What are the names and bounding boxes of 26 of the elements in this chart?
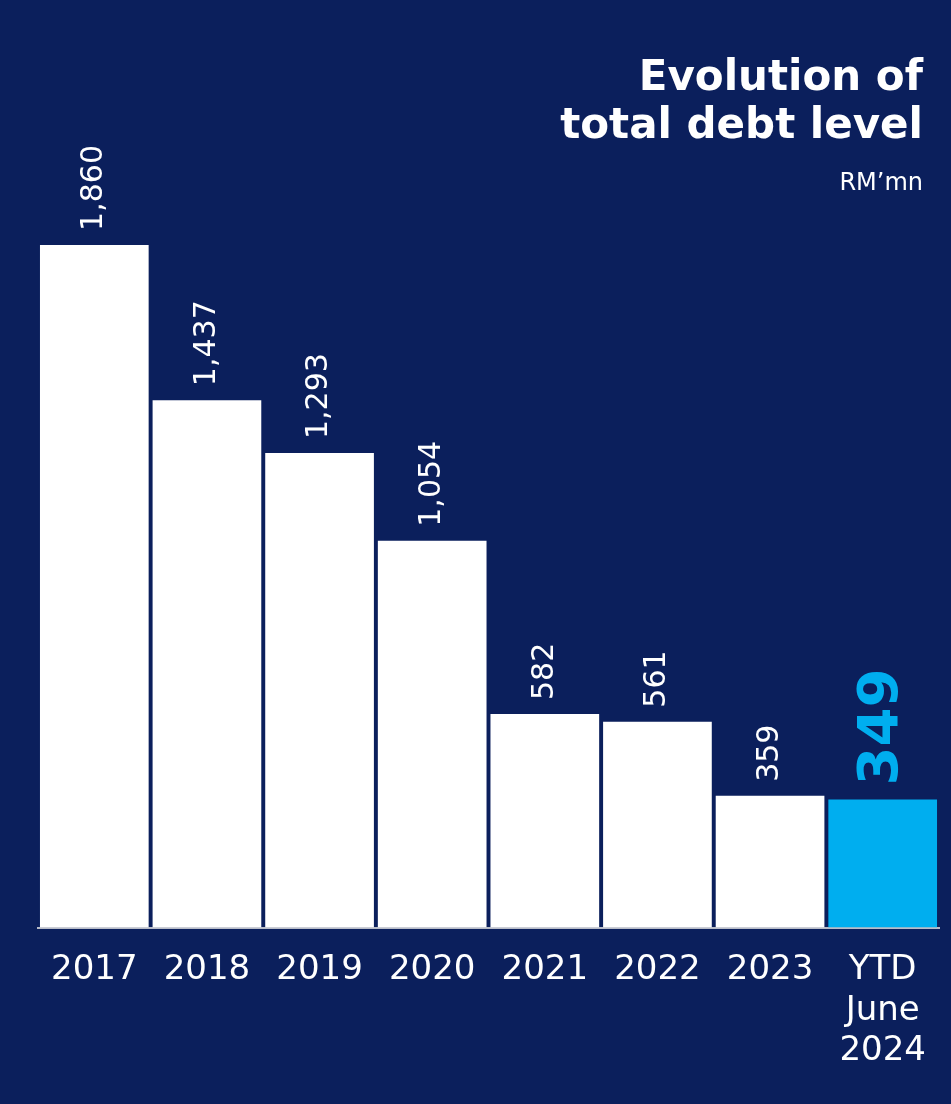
x-tick-label: 2018 bbox=[163, 946, 251, 987]
bar bbox=[265, 453, 374, 928]
x-tick-label: YTD June 2024 bbox=[839, 946, 926, 1069]
x-tick-label: 2017 bbox=[51, 946, 138, 987]
data-label: 1,860 bbox=[74, 145, 110, 231]
data-label: 561 bbox=[637, 650, 673, 708]
bar bbox=[603, 721, 712, 928]
data-label: 1,054 bbox=[411, 440, 447, 527]
bar bbox=[377, 540, 487, 928]
x-tick-label: 2022 bbox=[614, 946, 701, 987]
data-label: 582 bbox=[524, 642, 560, 700]
data-label: 349 bbox=[845, 668, 911, 786]
chart-subtitle: RM’mn bbox=[839, 168, 923, 196]
x-tick-label: 2021 bbox=[501, 946, 589, 987]
data-label: 359 bbox=[749, 724, 785, 782]
chart-title: Evolution of total debt level bbox=[559, 51, 923, 149]
bar bbox=[490, 713, 600, 928]
bar bbox=[715, 795, 825, 928]
data-label: 1,293 bbox=[299, 353, 335, 440]
data-label: 1,437 bbox=[186, 300, 222, 387]
x-tick-label: 2020 bbox=[388, 946, 476, 987]
bar bbox=[152, 400, 262, 928]
x-tick-label: 2023 bbox=[726, 946, 814, 987]
bar bbox=[39, 244, 149, 928]
x-tick-label: 2019 bbox=[276, 946, 363, 987]
bar bbox=[828, 799, 938, 928]
